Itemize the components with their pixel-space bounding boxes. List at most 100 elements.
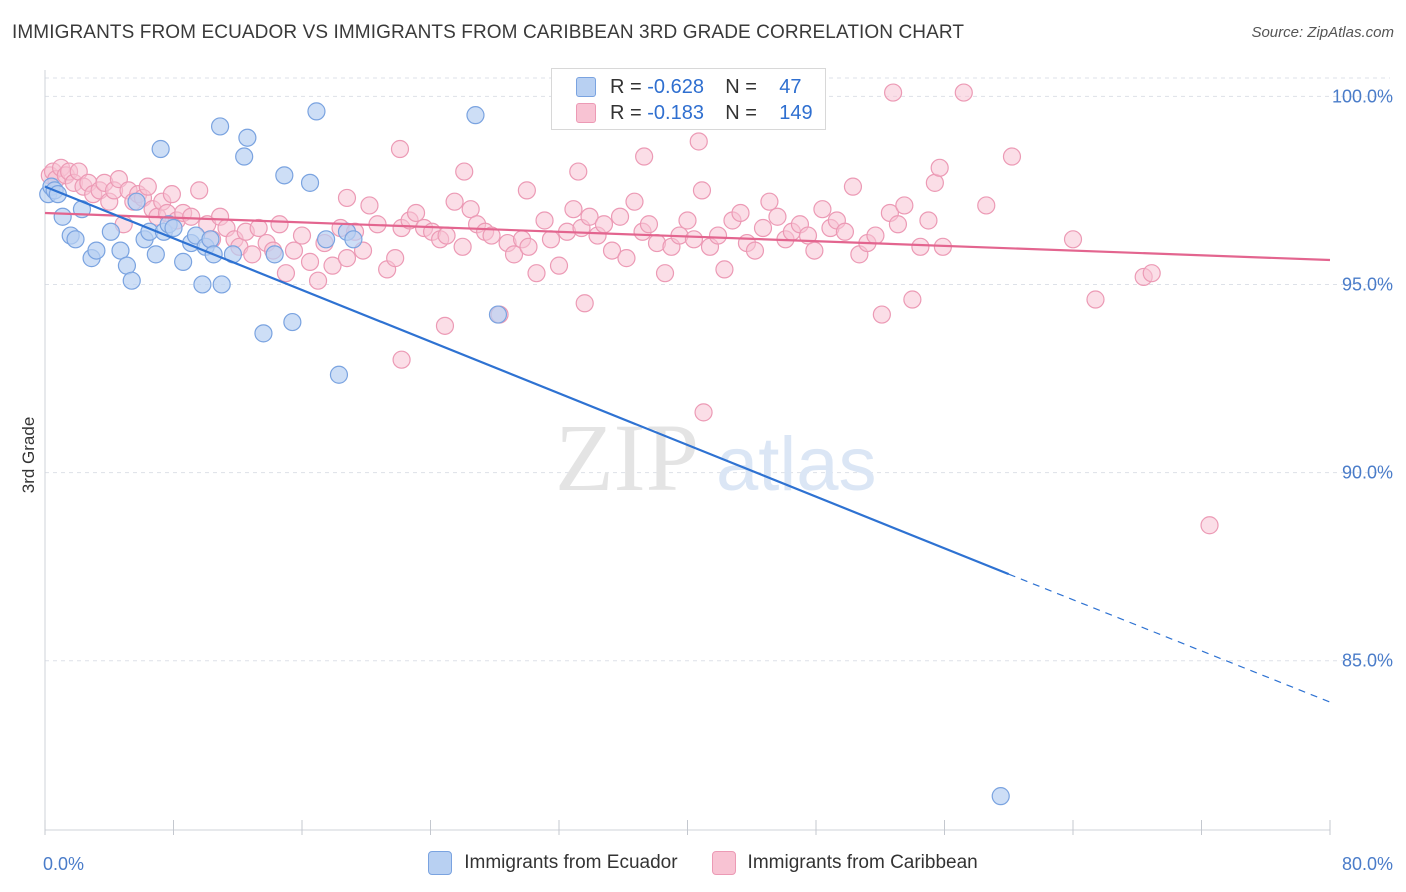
ecuador-point	[66, 230, 85, 249]
watermark: ZIP atlas	[555, 404, 877, 511]
caribbean-point	[182, 207, 201, 226]
y-tick-label: 90.0%	[1342, 463, 1393, 483]
ecuador-point	[254, 324, 273, 343]
ecuador-point	[238, 128, 257, 147]
ecuador-point	[307, 102, 326, 121]
ecuador-legend-swatch	[428, 851, 453, 875]
caribbean-point	[549, 256, 569, 275]
ecuador-point	[122, 271, 141, 290]
caribbean-point	[337, 249, 357, 268]
ecuador-point	[210, 117, 230, 136]
x-tick-label-min: 0.0%	[43, 854, 84, 874]
y-axis-label: 3rd Grade	[19, 417, 38, 494]
chart-title: IMMIGRANTS FROM ECUADOR VS IMMIGRANTS FR…	[12, 22, 965, 43]
ecuador-point	[87, 241, 106, 260]
ecuador-n-value: 47	[779, 75, 802, 98]
caribbean-point	[337, 188, 357, 208]
caribbean-point	[895, 196, 914, 215]
y-tick-label: 85.0%	[1342, 651, 1393, 671]
ecuador-trend-extension	[1008, 573, 1331, 703]
ecuador-point	[316, 230, 336, 249]
ecuador-point	[265, 245, 284, 264]
ecuador-trend-line	[44, 185, 1010, 576]
caribbean-point	[455, 162, 474, 181]
caribbean-point	[678, 211, 697, 230]
caribbean-trend-line	[44, 211, 1331, 262]
caribbean-point	[270, 215, 289, 234]
caribbean-point	[843, 177, 863, 196]
caribbean-point	[435, 316, 455, 335]
caribbean-point	[760, 192, 779, 211]
caribbean-point	[243, 245, 262, 264]
caribbean-point	[1086, 290, 1105, 309]
caribbean-point	[284, 241, 304, 260]
caribbean-point	[1200, 516, 1219, 535]
caribbean-point	[392, 350, 411, 369]
ecuador-point	[212, 275, 231, 294]
ecuador-point	[101, 222, 120, 241]
ecuador-point	[488, 305, 508, 324]
caribbean-point	[249, 218, 268, 238]
n-label: N =	[725, 75, 757, 98]
ecuador-point	[53, 207, 72, 226]
caribbean-legend-label: Immigrants from Caribbean	[747, 852, 978, 873]
caribbean-point	[461, 200, 480, 219]
caribbean-point	[504, 245, 524, 264]
caribbean-point	[602, 241, 622, 260]
legend-item-caribbean: Immigrants from Caribbean	[711, 851, 978, 875]
caribbean-point	[925, 173, 944, 192]
y-tick-label: 100.0%	[1332, 86, 1393, 106]
caribbean-point	[708, 226, 728, 245]
legend-item-ecuador: Immigrants from Ecuador	[428, 851, 678, 875]
grid-lines	[45, 77, 1390, 662]
caribbean-point	[805, 241, 824, 260]
caribbean-point	[625, 192, 644, 211]
caribbean-point	[745, 241, 765, 260]
caribbean-point	[610, 207, 630, 226]
ecuador-point	[300, 173, 320, 192]
caribbean-point	[580, 207, 599, 226]
caribbean-point	[1063, 230, 1083, 249]
caribbean-point	[689, 132, 708, 151]
caribbean-point	[138, 177, 157, 196]
caribbean-point	[390, 139, 410, 159]
legend-row-caribbean: R = -0.183 N = 149	[576, 101, 813, 125]
caribbean-point	[835, 222, 855, 241]
caribbean-point	[888, 215, 908, 234]
caribbean-point	[453, 237, 472, 256]
ecuador-swatch	[576, 77, 596, 97]
caribbean-point	[445, 192, 464, 211]
r-label: R =	[610, 101, 642, 124]
caribbean-point	[694, 403, 713, 422]
caribbean-point	[930, 158, 949, 177]
caribbean-point	[872, 305, 891, 324]
x-tick-label-max: 80.0%	[1342, 854, 1393, 874]
caribbean-point	[575, 294, 594, 313]
caribbean-point	[535, 211, 554, 230]
ecuador-point	[193, 275, 212, 294]
caribbean-point	[911, 237, 930, 256]
ecuador-point	[283, 312, 302, 332]
caribbean-point	[292, 226, 312, 245]
caribbean-point	[692, 181, 712, 200]
caribbean-point	[360, 196, 379, 215]
ecuador-point	[164, 218, 183, 238]
caribbean-point	[594, 215, 614, 234]
ecuador-point	[329, 365, 349, 384]
caribbean-point	[300, 252, 320, 271]
caribbean-point	[753, 218, 773, 238]
caribbean-point	[406, 203, 426, 223]
source-label: Source: ZipAtlas.com	[1251, 24, 1394, 41]
caribbean-point	[866, 226, 885, 245]
ecuador-legend-label: Immigrants from Ecuador	[464, 852, 678, 873]
caribbean-point	[684, 230, 704, 249]
ecuador-point	[344, 230, 363, 249]
caribbean-point	[731, 203, 750, 223]
caribbean-point	[437, 226, 456, 245]
caribbean-point	[617, 249, 636, 268]
caribbean-point	[813, 200, 832, 219]
caribbean-point	[386, 249, 405, 268]
caribbean-point	[768, 207, 787, 226]
caribbean-point	[1002, 147, 1022, 166]
caribbean-point	[919, 211, 938, 230]
